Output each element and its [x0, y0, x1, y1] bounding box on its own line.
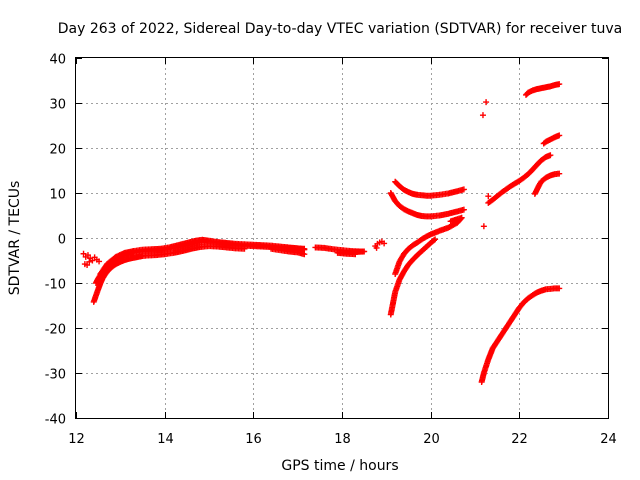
data-point	[84, 252, 91, 259]
x-tick-label: 18	[334, 432, 351, 447]
y-tick-label: 40	[49, 53, 66, 68]
y-tick-label: -10	[45, 278, 66, 293]
data-point	[84, 262, 91, 268]
data-point	[556, 81, 563, 88]
x-tick-labels: 12 14 16 18 20 22 24	[68, 432, 617, 447]
chart-title: Day 263 of 2022, Sidereal Day-to-day VTE…	[58, 21, 622, 37]
data-point	[96, 258, 103, 265]
y-tick-label: 20	[49, 143, 66, 158]
data-point	[556, 132, 563, 139]
data-point	[556, 285, 563, 292]
data-point	[460, 186, 467, 193]
data-point	[80, 250, 87, 257]
data-point	[483, 99, 490, 106]
y-tick-label: -40	[45, 413, 66, 428]
x-tick-label: 16	[245, 432, 262, 447]
data-point	[381, 240, 388, 247]
data-point	[352, 251, 359, 258]
data-point	[460, 206, 467, 213]
x-tick-label: 24	[600, 432, 617, 447]
y-tick-label: 0	[58, 233, 66, 248]
data-point	[432, 236, 439, 243]
x-tick-label: 20	[423, 432, 440, 447]
data-point	[547, 152, 554, 159]
data-point	[430, 237, 437, 244]
data-point	[479, 112, 486, 119]
y-tick-label: 30	[49, 98, 66, 113]
y-tick-label: -30	[45, 368, 66, 383]
gridlines	[76, 58, 608, 418]
y-tick-labels: -40 -30 -20 -10 0 10 20 30 40	[45, 53, 66, 428]
x-axis-label: GPS time / hours	[281, 458, 398, 474]
data-point	[301, 251, 308, 258]
data-point	[86, 258, 93, 265]
data-point	[454, 217, 461, 223]
y-tick-label: -20	[45, 323, 66, 338]
data-point	[89, 257, 96, 264]
y-tick-label: 10	[49, 188, 66, 203]
data-point	[480, 223, 487, 230]
data-point	[556, 170, 563, 177]
x-tick-label: 12	[68, 432, 85, 447]
data-point	[373, 244, 380, 251]
x-tick-label: 22	[511, 432, 528, 447]
plot-frame	[75, 57, 609, 419]
data-points	[80, 81, 563, 385]
data-point	[485, 193, 492, 200]
y-axis-label: SDTVAR / TECUs	[7, 181, 23, 296]
x-tick-label: 14	[157, 432, 174, 447]
